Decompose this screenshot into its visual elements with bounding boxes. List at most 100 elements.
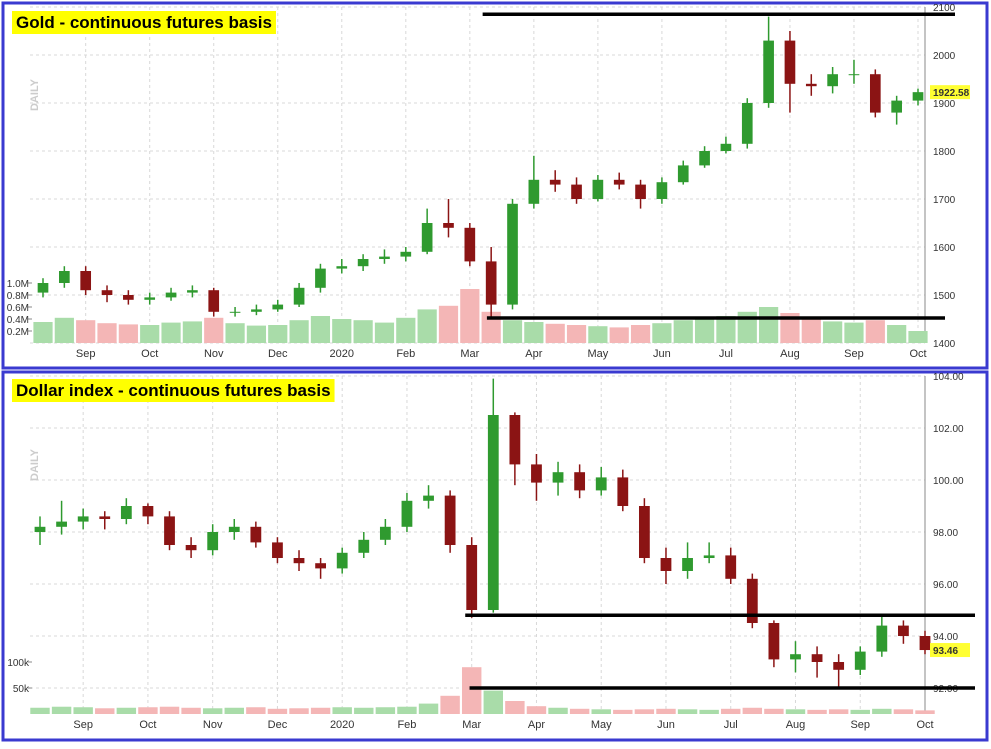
y-tick-label: 1800	[933, 147, 956, 158]
candle-body	[613, 179, 625, 185]
volume-bar	[828, 709, 849, 714]
volume-bar	[225, 323, 245, 343]
volume-bar	[483, 690, 504, 714]
volume-bar	[588, 326, 608, 343]
x-tick-label: Mar	[462, 719, 481, 731]
candle-body	[531, 464, 542, 483]
x-tick-label: Dec	[268, 719, 288, 731]
volume-bar	[524, 322, 544, 343]
candle-body	[833, 662, 845, 670]
candle-body	[401, 500, 413, 527]
volume-bar	[159, 706, 180, 714]
side-label: DAILY	[29, 78, 41, 111]
volume-bar	[609, 327, 629, 343]
volume-bar	[268, 325, 288, 343]
volume-bar	[202, 708, 223, 714]
candle-body	[59, 271, 70, 283]
volume-bar	[613, 709, 633, 714]
candle-body	[592, 179, 604, 199]
candle-body	[617, 477, 629, 506]
candle-body	[80, 271, 92, 291]
candle-body	[400, 251, 412, 257]
volume-bar	[374, 322, 395, 343]
volume-bar	[76, 320, 96, 343]
candle-body	[571, 184, 582, 199]
volume-bar	[118, 324, 138, 343]
candle-body	[703, 555, 715, 558]
volume-tick-label: 100k	[7, 658, 30, 669]
candle-body	[677, 165, 689, 183]
volume-bar	[461, 667, 482, 714]
volume-bar	[844, 322, 864, 343]
x-tick-label: Nov	[204, 348, 224, 360]
x-tick-label: Jul	[719, 348, 733, 360]
candle-body	[509, 415, 521, 465]
candle-body	[485, 261, 497, 305]
volume-bar	[418, 703, 439, 714]
candle-body	[768, 623, 780, 660]
volume-bar	[224, 707, 244, 714]
volume-bar	[396, 317, 416, 343]
candle-body	[77, 516, 89, 522]
candle-body	[741, 103, 753, 144]
candle-body	[574, 472, 586, 491]
candle-body	[187, 290, 198, 293]
candle-body	[790, 654, 801, 660]
volume-bar	[915, 710, 935, 714]
volume-bar	[310, 707, 331, 714]
y-tick-label: 104.00	[933, 372, 964, 383]
volume-bar	[204, 317, 224, 343]
x-tick-label: Sep	[850, 719, 870, 731]
y-tick-label: 2100	[933, 3, 956, 14]
chart-title: Gold - continuous futures basis	[16, 13, 272, 32]
volume-bar	[95, 708, 115, 714]
volume-bar	[591, 709, 611, 714]
y-tick-label: 2000	[933, 51, 956, 62]
x-tick-label: Sep	[76, 348, 96, 360]
volume-bar	[181, 707, 201, 714]
x-tick-label: 2020	[330, 719, 354, 731]
candle-body	[120, 506, 132, 519]
volume-bar	[865, 320, 885, 343]
x-tick-label: Apr	[525, 348, 542, 360]
x-tick-label: Jun	[657, 719, 675, 731]
candle-body	[336, 552, 348, 569]
x-tick-label: Feb	[397, 719, 416, 731]
candle-body	[185, 545, 197, 551]
x-tick-label: Sep	[73, 719, 93, 731]
candle-body	[507, 203, 518, 305]
volume-bar	[742, 707, 763, 714]
candle-body	[37, 283, 49, 293]
volume-bar	[785, 709, 806, 714]
candle-body	[720, 143, 732, 151]
volume-tick-label: 0.8M	[7, 291, 29, 302]
candle-body	[272, 304, 284, 310]
volume-tick-label: 50k	[13, 684, 30, 695]
volume-bar	[417, 309, 437, 343]
volume-bar	[73, 707, 93, 714]
volume-bar	[630, 325, 651, 343]
volume-bar	[823, 321, 843, 343]
candle-body	[379, 526, 391, 540]
candle-body	[784, 40, 796, 84]
volume-bar	[694, 317, 715, 343]
x-tick-label: 2020	[330, 348, 354, 360]
volume-bar	[677, 709, 698, 714]
candle-body	[164, 516, 175, 545]
y-tick-label: 1400	[933, 339, 956, 350]
candle-body	[660, 558, 672, 571]
candle-body	[682, 558, 693, 571]
candle-body	[208, 290, 220, 312]
volume-bar	[54, 317, 74, 343]
side-label: DAILY	[29, 448, 41, 481]
volume-bar	[51, 706, 72, 714]
candle-body	[336, 266, 348, 269]
candle-body	[56, 521, 67, 527]
candle-body	[487, 415, 499, 610]
candle-body	[444, 495, 456, 545]
y-tick-label: 94.00	[933, 632, 958, 643]
x-tick-label: Jun	[653, 348, 671, 360]
volume-bar	[721, 708, 741, 714]
volume-bar	[548, 707, 568, 714]
